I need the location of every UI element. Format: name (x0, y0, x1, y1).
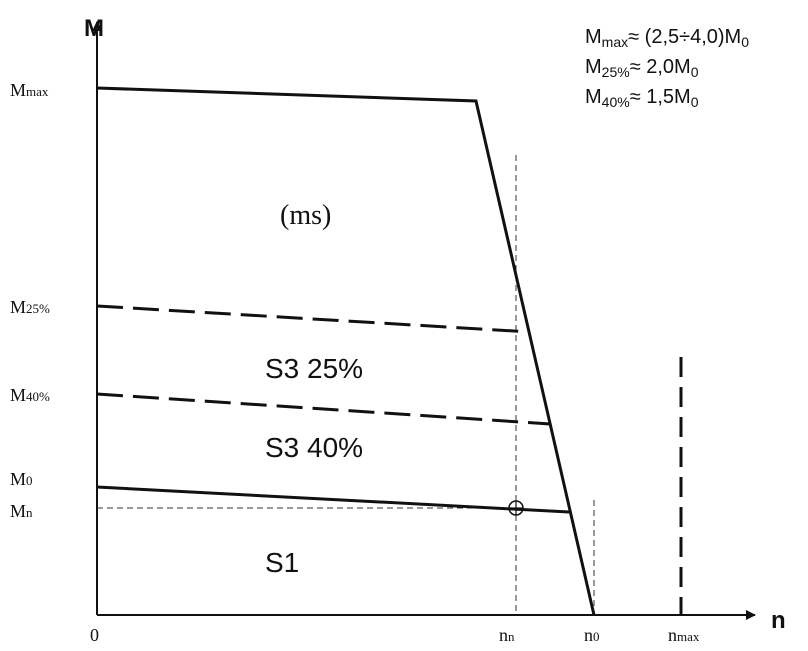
formula-mmax: Mmax≈ (2,5÷4,0)M0 (585, 26, 749, 50)
x-tick-n0: n0 (584, 625, 600, 645)
y-tick-m25: M25% (10, 297, 50, 317)
y-tick-mmax: Mmax (10, 80, 49, 100)
x-tick-nn: nn (499, 625, 515, 645)
ms-boundary-curve (96, 86, 596, 616)
s3-25-boundary (96, 304, 531, 334)
rated-point-marker (508, 500, 524, 516)
y-tick-m0: M0 (10, 469, 33, 489)
s1-boundary (96, 485, 570, 514)
y-tick-m40: M40% (10, 385, 50, 405)
region-s1-label: S1 (265, 547, 299, 578)
region-s3-25-label: S3 25% (265, 353, 363, 384)
formula-m25: M25%≈ 2,0M0 (585, 56, 699, 80)
y-axis-label: M (84, 15, 104, 42)
x-axis-label: n (771, 607, 786, 634)
origin-label: 0 (90, 625, 99, 645)
x-tick-nmax: nmax (668, 625, 700, 645)
s3-40-boundary (96, 392, 551, 426)
formula-m40: M40%≈ 1,5M0 (585, 86, 699, 110)
region-ms-label: (ms) (280, 200, 331, 231)
region-s3-40-label: S3 40% (265, 432, 363, 463)
y-tick-mn: Mn (10, 501, 33, 521)
formula-legend: Mmax≈ (2,5÷4,0)M0 M25%≈ 2,0M0 M40%≈ 1,5M… (585, 26, 749, 110)
